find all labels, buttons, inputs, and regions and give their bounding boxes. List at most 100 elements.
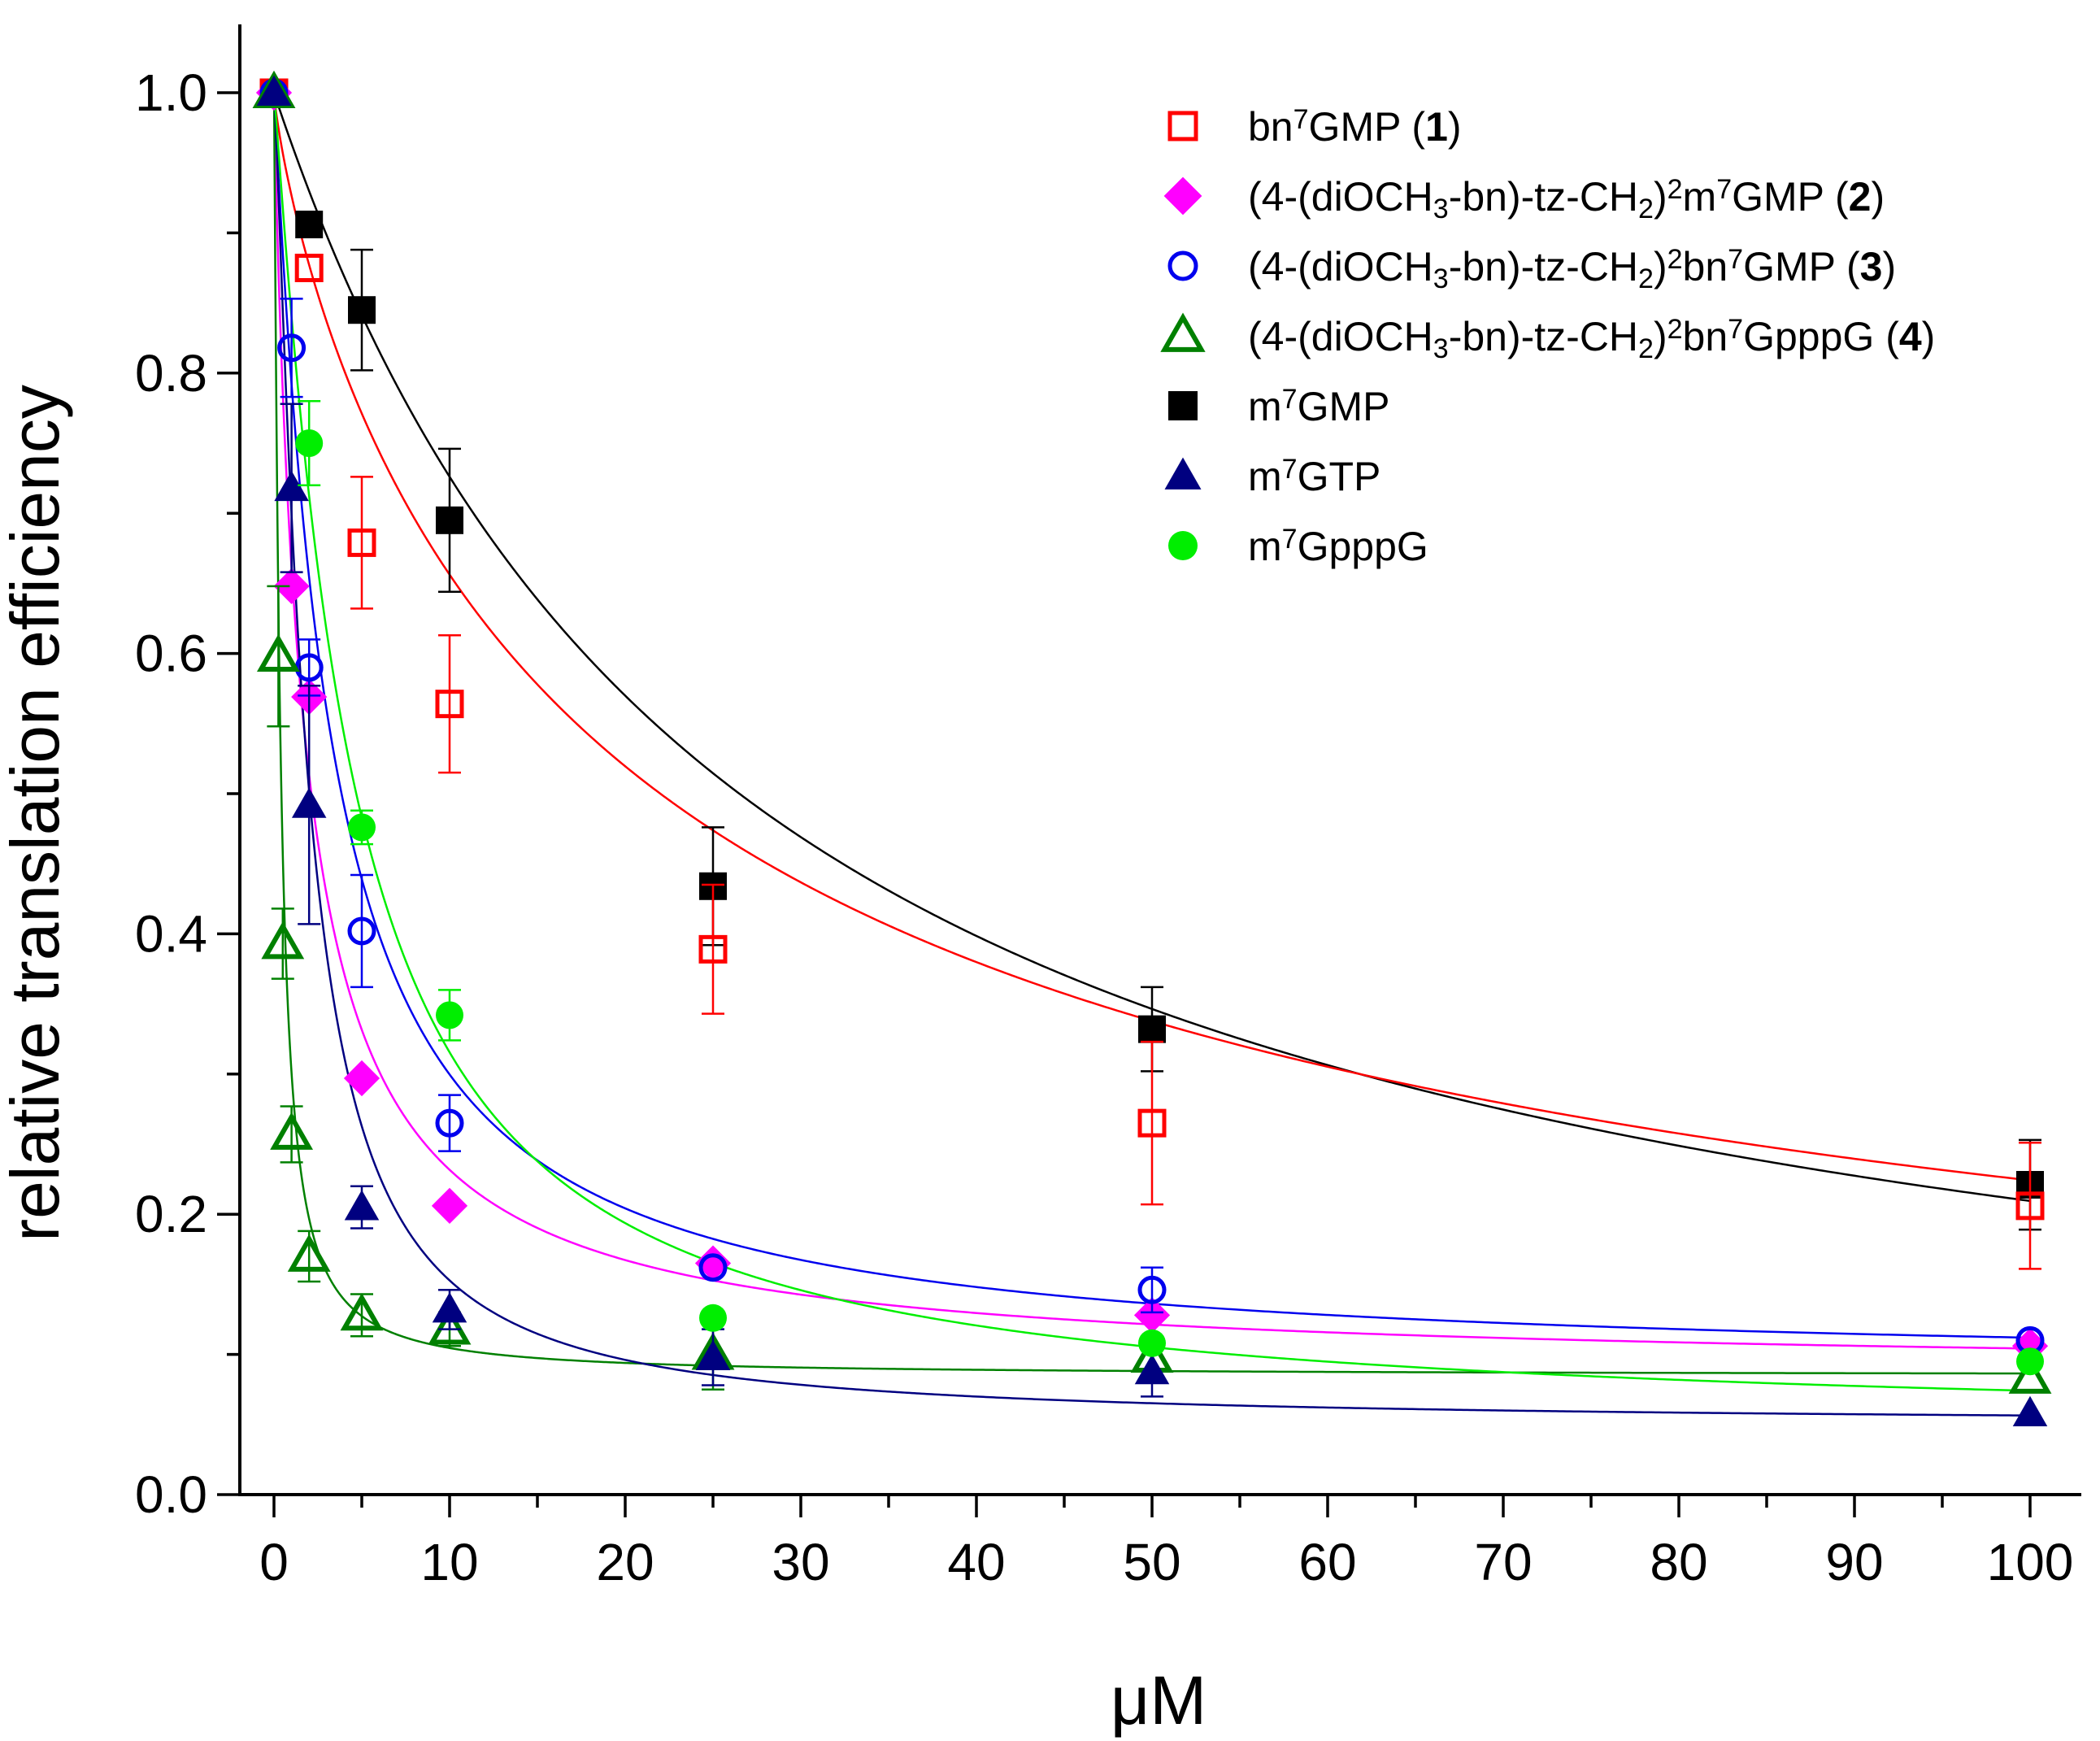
legend-label-part: )	[1871, 174, 1885, 220]
legend-label-part: GMP (	[1743, 244, 1860, 289]
data-point	[348, 813, 376, 842]
x-tick-label: 60	[1298, 1533, 1356, 1591]
legend-label-part: m	[1683, 174, 1717, 220]
x-tick-label: 30	[772, 1533, 829, 1591]
legend-label-part: )	[1654, 244, 1667, 289]
legend-label-part: GMP (	[1732, 174, 1849, 220]
y-tick-label: 0.8	[135, 344, 207, 403]
x-tick-label: 40	[947, 1533, 1005, 1591]
legend-label-part: GMP (	[1309, 104, 1426, 150]
y-tick-label: 0.6	[135, 625, 207, 683]
legend-label-part: -bn)-tz-CH	[1449, 244, 1638, 289]
data-point	[2015, 1191, 2045, 1221]
fit-curve	[272, 92, 2031, 1203]
legend-label-part: 4	[1899, 314, 1922, 359]
plot-area	[252, 70, 2052, 1426]
legend-item: bn7GMP (1)	[1167, 104, 1462, 150]
legend-item: (4-(diOCH3-bn)-tz-CH2)2bn7GMP (3)	[1167, 244, 1896, 294]
legend-marker	[1163, 176, 1202, 215]
legend-label-part: )	[1654, 174, 1667, 220]
legend-label-part: -bn)-tz-CH	[1449, 314, 1638, 359]
legend-label-part: 3	[1433, 333, 1449, 364]
data-point	[277, 333, 307, 363]
data-point	[428, 1307, 472, 1345]
legend-item: (4-(diOCH3-bn)-tz-CH2)2m7GMP (2)	[1163, 174, 1885, 224]
legend-label-part: 3	[1433, 263, 1449, 294]
x-tick-label: 70	[1474, 1533, 1532, 1591]
data-point	[347, 528, 376, 557]
data-point	[340, 1293, 384, 1331]
fit-curve	[272, 93, 2031, 1350]
legend-label-part: -bn)-tz-CH	[1449, 174, 1638, 220]
data-point	[295, 429, 324, 457]
data-point	[348, 296, 376, 324]
legend-label: m7GpppG	[1248, 524, 1428, 569]
legend-label-part: GMP	[1298, 384, 1390, 429]
x-tick-label: 10	[420, 1533, 478, 1591]
data-point	[695, 1339, 731, 1370]
legend-item: m7GMP	[1168, 384, 1389, 429]
legend-label-part: 7	[1728, 244, 1743, 275]
data-point	[274, 470, 309, 502]
data-point	[294, 254, 324, 282]
y-tick-label: 0.4	[135, 904, 207, 963]
data-point	[1138, 1015, 1166, 1043]
legend-label: m7GTP	[1248, 454, 1380, 499]
legend-label-part: (4-(diOCH	[1248, 314, 1433, 359]
data-point	[1137, 1108, 1167, 1138]
data-point	[287, 1234, 331, 1272]
legend-item: m7GpppG	[1168, 524, 1428, 569]
legend-label-part: 7	[1282, 524, 1298, 555]
legend-label-part: (4-(diOCH	[1248, 244, 1433, 289]
legend-label-part: )	[1654, 314, 1667, 359]
axes: 0 10 20 30 40 50 60 70 80 90 100 0.0 0.2 0.4 0.6 0.8 1.0	[135, 24, 2081, 1591]
fit-curve	[272, 92, 2031, 1182]
x-axis-title: μM	[1111, 1662, 1207, 1739]
legend-label-part: 2	[1667, 314, 1683, 345]
legend-label-part: )	[1882, 244, 1896, 289]
data-point	[698, 1253, 728, 1282]
legend-label-part: bn	[1683, 244, 1728, 289]
legend-label-part: 1	[1425, 104, 1448, 150]
data-point	[256, 633, 300, 672]
fit-curve	[272, 92, 2031, 1392]
data-point	[295, 211, 324, 239]
legend-label-part: m	[1248, 384, 1282, 429]
data-point	[699, 1304, 727, 1332]
legend-label: bn7GMP (1)	[1248, 104, 1462, 150]
data-point	[344, 1190, 380, 1221]
legend-item: m7GTP	[1164, 454, 1380, 499]
y-tick-label: 0.0	[135, 1465, 207, 1524]
data-point	[261, 921, 305, 960]
series-bn7gmp-1-	[259, 78, 2045, 1270]
legend-label-part: 2	[1638, 194, 1654, 224]
y-axis-title: relative translation efficiency	[0, 385, 73, 1242]
data-point	[436, 1001, 463, 1029]
x-tick-label: 0	[259, 1533, 289, 1591]
data-point	[347, 916, 376, 946]
legend-label-part: (4-(diOCH	[1248, 174, 1433, 220]
y-tick-label: 0.2	[135, 1185, 207, 1243]
legend-label-part: m	[1248, 524, 1282, 569]
legend-label-part: bn	[1248, 104, 1293, 150]
data-point	[2008, 1356, 2052, 1394]
legend-label: (4-(diOCH3-bn)-tz-CH2)2bn7GMP (3)	[1248, 244, 1896, 294]
data-point	[343, 1060, 380, 1097]
fit-curve	[272, 92, 2031, 1339]
data-point	[436, 506, 463, 534]
legend-label-part: 7	[1282, 384, 1298, 415]
legend-marker	[1160, 312, 1206, 352]
legend-label-part: 2	[1667, 244, 1683, 275]
data-point	[432, 1292, 467, 1323]
legend-label-part: 7	[1282, 454, 1298, 485]
legend-marker	[1167, 250, 1198, 281]
data-point	[1138, 1329, 1166, 1357]
data-point	[431, 1187, 468, 1224]
data-point	[1137, 1275, 1167, 1304]
x-tick-label: 80	[1650, 1533, 1707, 1591]
legend-label-part: )	[1448, 104, 1462, 150]
legend-label: (4-(diOCH3-bn)-tz-CH2)2m7GMP (2)	[1248, 174, 1885, 224]
series-m7gtp	[256, 75, 2048, 1426]
legend-label-part: 7	[1716, 174, 1732, 205]
